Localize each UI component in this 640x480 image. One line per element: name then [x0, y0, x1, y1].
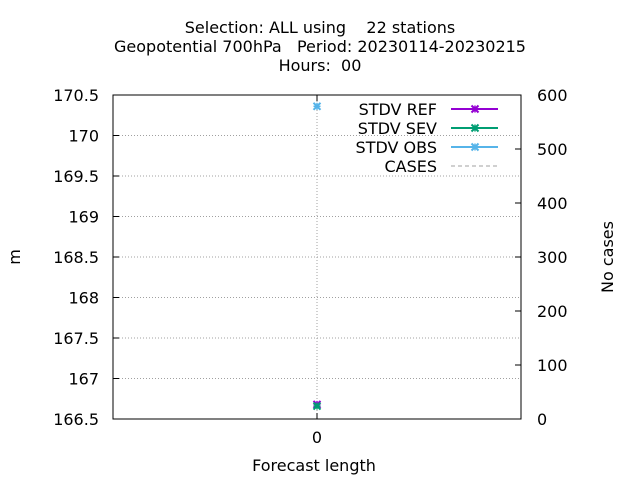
y-tick-label: 167.5 — [53, 329, 99, 348]
data-point-stdv-sev — [312, 401, 322, 411]
data-point-stdv-obs — [312, 102, 322, 111]
y-tick-label: 168.5 — [53, 248, 99, 267]
y-tick-label: 170 — [68, 127, 99, 146]
x-tick-label: 0 — [312, 428, 322, 447]
chart-title-line-3: Hours: 00 — [278, 56, 362, 75]
y-tick-label: 166.5 — [53, 410, 99, 429]
legend-label-stdv-ref: STDV REF — [359, 100, 437, 119]
y2-axis: 0 100 200 300 400 500 600 — [515, 86, 568, 429]
y2-tick-label: 600 — [537, 86, 568, 105]
y-tick-label: 170.5 — [53, 86, 99, 105]
legend-marker-stdv-ref — [470, 104, 480, 114]
chart-title-line-2: Geopotential 700hPa Period: 20230114-202… — [114, 37, 526, 56]
y-tick-label: 167 — [68, 370, 99, 389]
legend-label-cases: CASES — [384, 157, 437, 176]
y-axis-label: m — [5, 249, 24, 265]
legend-marker-stdv-sev — [470, 123, 480, 133]
y2-tick-label: 300 — [537, 248, 568, 267]
y-tick-label: 168 — [68, 289, 99, 308]
y2-tick-label: 100 — [537, 356, 568, 375]
y2-tick-label: 500 — [537, 140, 568, 159]
y-axis: 166.5 167 167.5 168 168.5 169 169.5 170 170.5 — [53, 86, 119, 429]
x-axis: 0 — [312, 95, 322, 447]
chart-title-line-1: Selection: ALL using 22 stations — [184, 18, 456, 37]
y-tick-label: 169 — [68, 208, 99, 227]
legend-label-stdv-obs: STDV OBS — [356, 138, 437, 157]
y-tick-label: 169.5 — [53, 167, 99, 186]
legend-marker-stdv-obs — [470, 142, 480, 152]
data-series — [312, 102, 322, 411]
y2-axis-label: No cases — [598, 221, 617, 293]
y2-tick-label: 0 — [537, 410, 547, 429]
y2-tick-label: 400 — [537, 194, 568, 213]
x-axis-label: Forecast length — [252, 456, 376, 475]
grid-lines — [113, 95, 521, 419]
legend-label-stdv-sev: STDV SEV — [358, 119, 437, 138]
y2-tick-label: 200 — [537, 302, 568, 321]
